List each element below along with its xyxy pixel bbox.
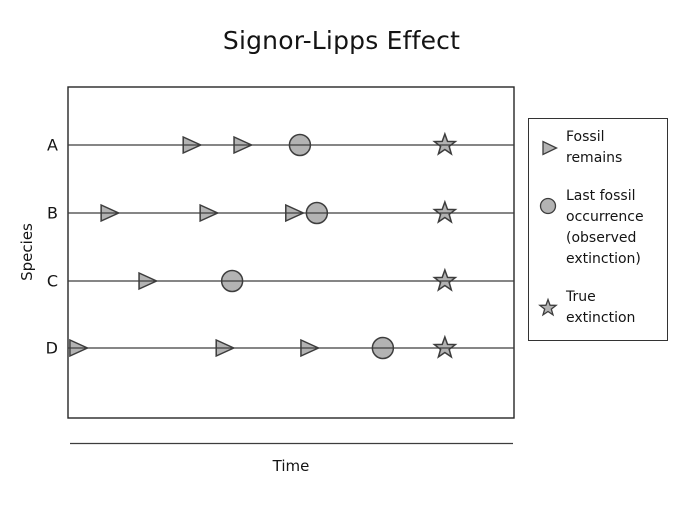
legend: Fossil remains Last fossil occurrence (o… — [528, 118, 668, 341]
species-lines-layer — [68, 144, 514, 349]
legend-label-fossil-remains: Fossil remains — [566, 129, 623, 166]
true-extinction-marker — [432, 131, 458, 156]
y-tick-label-d: D — [45, 338, 58, 358]
true-extinction-marker — [432, 199, 458, 224]
y-tick-label-c: C — [46, 271, 58, 291]
legend-entry-true-extinction: True extinction — [535, 287, 664, 329]
legend-label-last-fossil-occurrence: Last fossil occurrence (observed extinct… — [566, 188, 644, 267]
legend-entry-fossil-remains: Fossil remains — [535, 127, 664, 169]
legend-entry-last-fossil-occurrence: Last fossil occurrence (observed extinct… — [535, 186, 664, 270]
star-icon — [538, 297, 558, 317]
true-extinction-marker — [432, 267, 458, 292]
triangle-right-icon — [542, 140, 558, 156]
true-extinction-marker — [432, 334, 458, 359]
chart-title: Signor-Lipps Effect — [222, 26, 461, 55]
axes-frame — [67, 86, 515, 419]
y-tick-label-a: A — [47, 135, 58, 155]
x-axis-label: Time — [272, 457, 310, 475]
circle-icon — [539, 197, 557, 215]
legend-label-true-extinction: True extinction — [566, 289, 636, 326]
markers-layer — [69, 131, 458, 360]
y-tick-label-b: B — [47, 203, 58, 223]
